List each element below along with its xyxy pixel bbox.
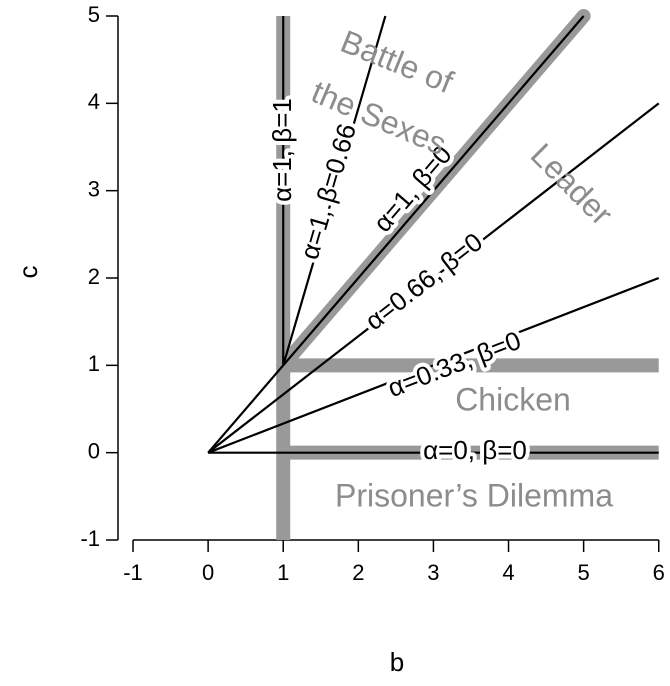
series-label: α=1, β=0.66 [294, 120, 362, 263]
x-tick-label: 0 [202, 560, 214, 585]
series-label: α=0, β=0 [423, 435, 527, 465]
x-tick-label: 3 [427, 560, 439, 585]
series-line [207, 15, 585, 454]
series-line [207, 102, 660, 454]
x-tick-label: 2 [352, 560, 364, 585]
region-label: Leader [524, 136, 620, 232]
x-tick-label: -1 [123, 560, 143, 585]
series-label: α=1, β=1 [267, 98, 297, 202]
y-tick-label: 3 [88, 176, 100, 201]
region-label: Chicken [455, 381, 571, 417]
y-axis-label: c [13, 266, 43, 279]
x-tick-label: 1 [277, 560, 289, 585]
x-tick-label: 5 [578, 560, 590, 585]
y-tick-label: 0 [88, 438, 100, 463]
region-label: Prisoner’s Dilemma [335, 477, 613, 513]
x-axis-label: b [390, 647, 404, 677]
x-tick-label: 4 [502, 560, 514, 585]
series-line [207, 276, 660, 454]
y-tick-label: 4 [88, 89, 100, 114]
y-tick-label: -1 [80, 526, 100, 551]
y-tick-label: 1 [88, 351, 100, 376]
y-tick-label: 2 [88, 264, 100, 289]
x-tick-label: 6 [653, 560, 665, 585]
series-line [282, 15, 387, 366]
series-label: α=0.66, β=0 [359, 227, 488, 336]
y-tick-label: 5 [88, 2, 100, 27]
